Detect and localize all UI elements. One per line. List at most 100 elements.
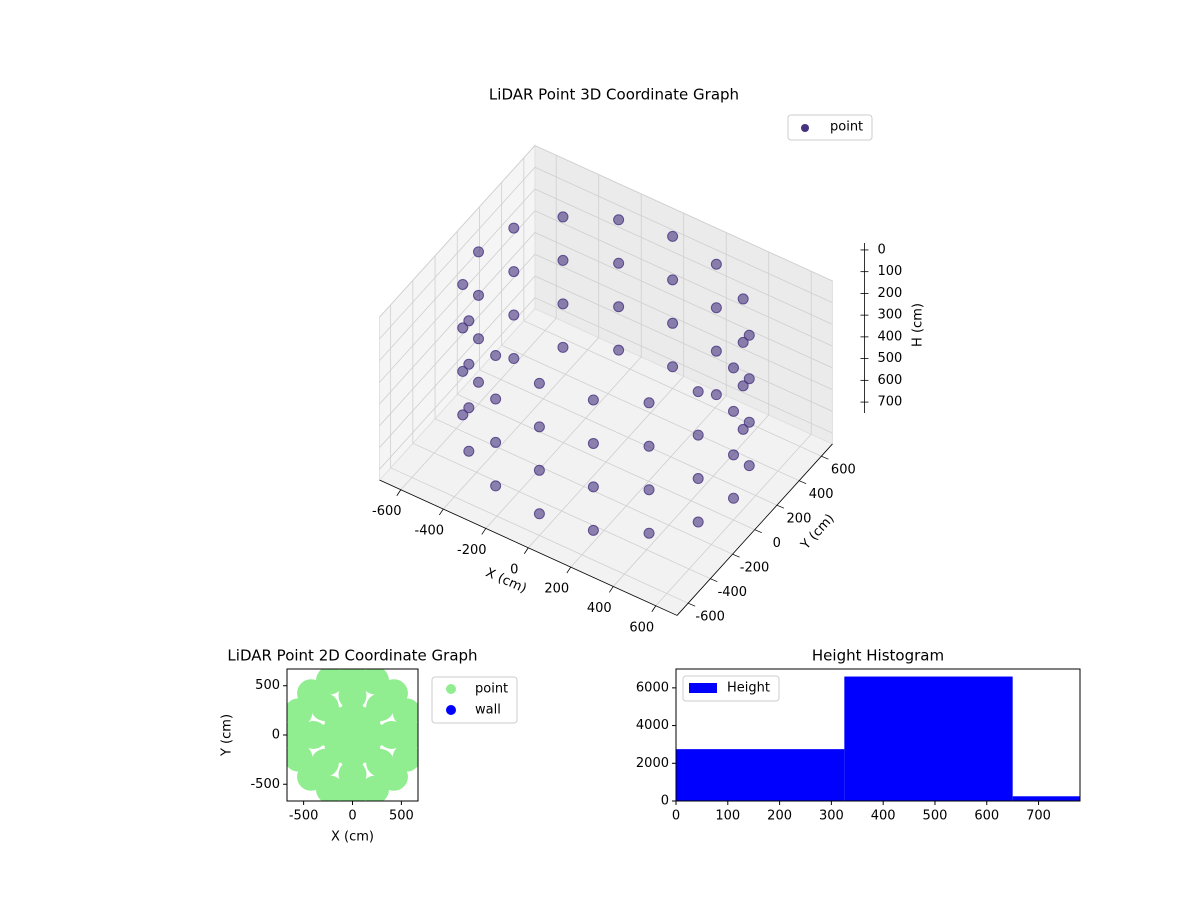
bar bbox=[1012, 796, 1080, 801]
plot-area bbox=[287, 669, 418, 801]
legend: Height bbox=[682, 675, 780, 702]
x-tick-label: 400 bbox=[587, 601, 612, 616]
point bbox=[508, 353, 520, 365]
point bbox=[533, 464, 545, 476]
point bbox=[613, 214, 625, 226]
y-tick-label: 600 bbox=[831, 463, 856, 478]
tick-mark bbox=[821, 455, 829, 460]
legend-marker bbox=[446, 705, 456, 715]
grid-line bbox=[379, 253, 536, 426]
grid-line bbox=[534, 232, 833, 369]
point bbox=[463, 358, 475, 370]
axes-frame bbox=[286, 668, 419, 802]
legend-label: point bbox=[475, 682, 508, 697]
point bbox=[710, 389, 722, 401]
point bbox=[728, 405, 739, 417]
point bbox=[490, 393, 502, 405]
y-tick-label: 2000 bbox=[636, 756, 669, 771]
tick-mark bbox=[798, 480, 807, 485]
x-tick-label: 200 bbox=[544, 582, 569, 597]
tick-mark bbox=[776, 504, 785, 509]
chart-title: LiDAR Point 3D Coordinate Graph bbox=[489, 86, 739, 104]
y-tick-label: 500 bbox=[255, 678, 280, 693]
point bbox=[508, 266, 520, 278]
point bbox=[533, 508, 545, 520]
point bbox=[490, 436, 502, 448]
z-tick-label: 0 bbox=[877, 242, 885, 257]
point bbox=[728, 362, 739, 374]
point bbox=[457, 365, 469, 377]
legend-label: wall bbox=[475, 703, 501, 718]
point bbox=[457, 278, 469, 290]
grid-line bbox=[379, 188, 536, 361]
point bbox=[728, 492, 739, 504]
legend: point bbox=[787, 114, 873, 141]
y-tick-label: 400 bbox=[809, 487, 834, 502]
point bbox=[287, 698, 313, 727]
legend-box bbox=[787, 114, 873, 141]
y-tick-label: -600 bbox=[695, 610, 725, 625]
point bbox=[299, 721, 328, 749]
y-tick-label: -400 bbox=[718, 585, 748, 600]
x-tick-label: 0 bbox=[510, 562, 518, 577]
x-tick-label: 0 bbox=[348, 809, 356, 824]
point bbox=[737, 293, 749, 305]
legend-box bbox=[682, 675, 780, 702]
y-tick-label: 6000 bbox=[636, 680, 669, 695]
point bbox=[743, 373, 755, 385]
grid-line bbox=[534, 297, 833, 434]
point bbox=[338, 681, 367, 710]
grid-line bbox=[379, 275, 536, 448]
point bbox=[533, 421, 545, 433]
z-tick-label: 200 bbox=[877, 286, 902, 301]
legend-marker bbox=[446, 684, 456, 694]
point bbox=[692, 429, 704, 441]
tick-mark bbox=[754, 529, 762, 534]
y-axis-label: Y (cm) bbox=[220, 714, 235, 757]
y-tick-label: 0 bbox=[773, 536, 781, 551]
point bbox=[587, 394, 599, 406]
grid-line bbox=[379, 145, 536, 318]
point bbox=[587, 524, 599, 536]
point bbox=[463, 402, 475, 414]
point bbox=[360, 669, 389, 695]
grid-line bbox=[379, 232, 536, 405]
tick-mark bbox=[566, 566, 572, 574]
x-tick-label: 500 bbox=[923, 809, 948, 824]
grid-line bbox=[412, 442, 711, 580]
x-tick-label: 600 bbox=[629, 620, 654, 635]
x-tick-label: 100 bbox=[715, 809, 740, 824]
point bbox=[692, 516, 704, 528]
point bbox=[667, 361, 679, 373]
grid-line bbox=[379, 297, 536, 470]
legend: point wall bbox=[431, 676, 518, 724]
x-tick-label: 0 bbox=[672, 809, 680, 824]
grid-line bbox=[534, 253, 833, 390]
point bbox=[667, 230, 679, 242]
grid-line bbox=[534, 210, 833, 347]
point bbox=[737, 336, 749, 348]
tick-mark bbox=[710, 578, 718, 583]
point bbox=[473, 376, 484, 388]
grid-line bbox=[457, 393, 755, 531]
legend-label: point bbox=[830, 120, 863, 135]
grid-line bbox=[379, 167, 536, 340]
point bbox=[728, 449, 739, 461]
point bbox=[613, 257, 625, 269]
point bbox=[613, 301, 625, 313]
point bbox=[533, 377, 545, 389]
legend-marker bbox=[801, 124, 809, 132]
grid-line bbox=[379, 210, 536, 383]
point bbox=[557, 341, 569, 353]
point bbox=[508, 222, 520, 234]
x-tick-label: -500 bbox=[289, 809, 319, 824]
point bbox=[490, 349, 502, 361]
x-tick-label: 200 bbox=[767, 809, 792, 824]
z-tick-label: 500 bbox=[877, 351, 902, 366]
point bbox=[643, 484, 655, 496]
plot-area bbox=[676, 676, 1080, 801]
tick-mark bbox=[651, 605, 657, 612]
point bbox=[508, 309, 520, 321]
point bbox=[338, 721, 367, 749]
